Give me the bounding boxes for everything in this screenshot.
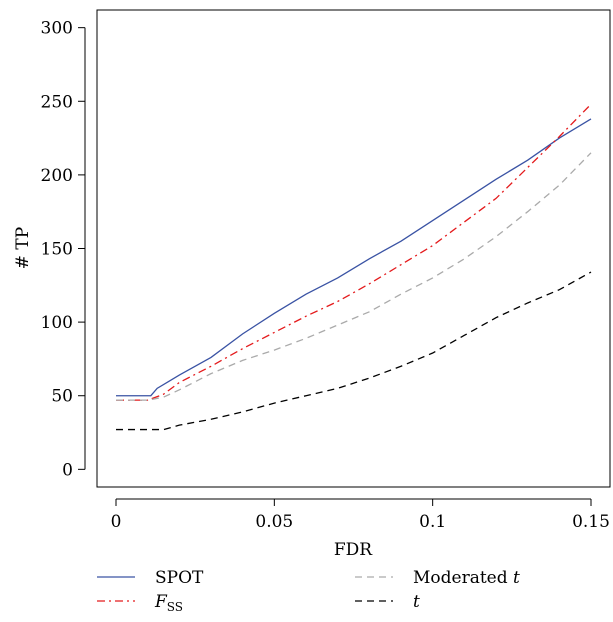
series-line-0 xyxy=(116,118,592,397)
y-axis-title: # TP xyxy=(13,227,33,269)
x-tick-label: 0 xyxy=(111,512,122,532)
series-line-1 xyxy=(116,103,592,401)
x-tick-label: 0.15 xyxy=(572,512,610,532)
legend-label-0: SPOT xyxy=(155,568,204,588)
x-axis: 0 0.05 0.1 0.15 xyxy=(111,498,610,532)
y-tick-label: 50 xyxy=(51,387,73,407)
x-tick-label: 0.05 xyxy=(255,512,293,532)
x-tick-label: 0.1 xyxy=(419,512,446,532)
y-tick-label: 150 xyxy=(41,240,73,260)
y-tick-label: 0 xyxy=(62,460,73,480)
y-tick-label: 300 xyxy=(41,19,73,39)
y-tick-label: 200 xyxy=(41,166,73,186)
y-tick-label: 250 xyxy=(41,92,73,112)
y-axis: 0 50 100 150 200 250 300 xyxy=(41,19,86,480)
x-axis-title: FDR xyxy=(334,540,373,560)
legend-label-1: FSS xyxy=(154,592,183,614)
legend: SPOT FSS Moderated t t xyxy=(97,568,520,614)
legend-label-2: Moderated t xyxy=(413,568,520,588)
legend-label-3: t xyxy=(413,592,420,612)
series-line-2 xyxy=(116,152,592,401)
series-layer xyxy=(116,103,592,431)
series-line-3 xyxy=(116,271,592,431)
plot-frame xyxy=(96,9,611,488)
y-tick-label: 100 xyxy=(41,313,73,333)
